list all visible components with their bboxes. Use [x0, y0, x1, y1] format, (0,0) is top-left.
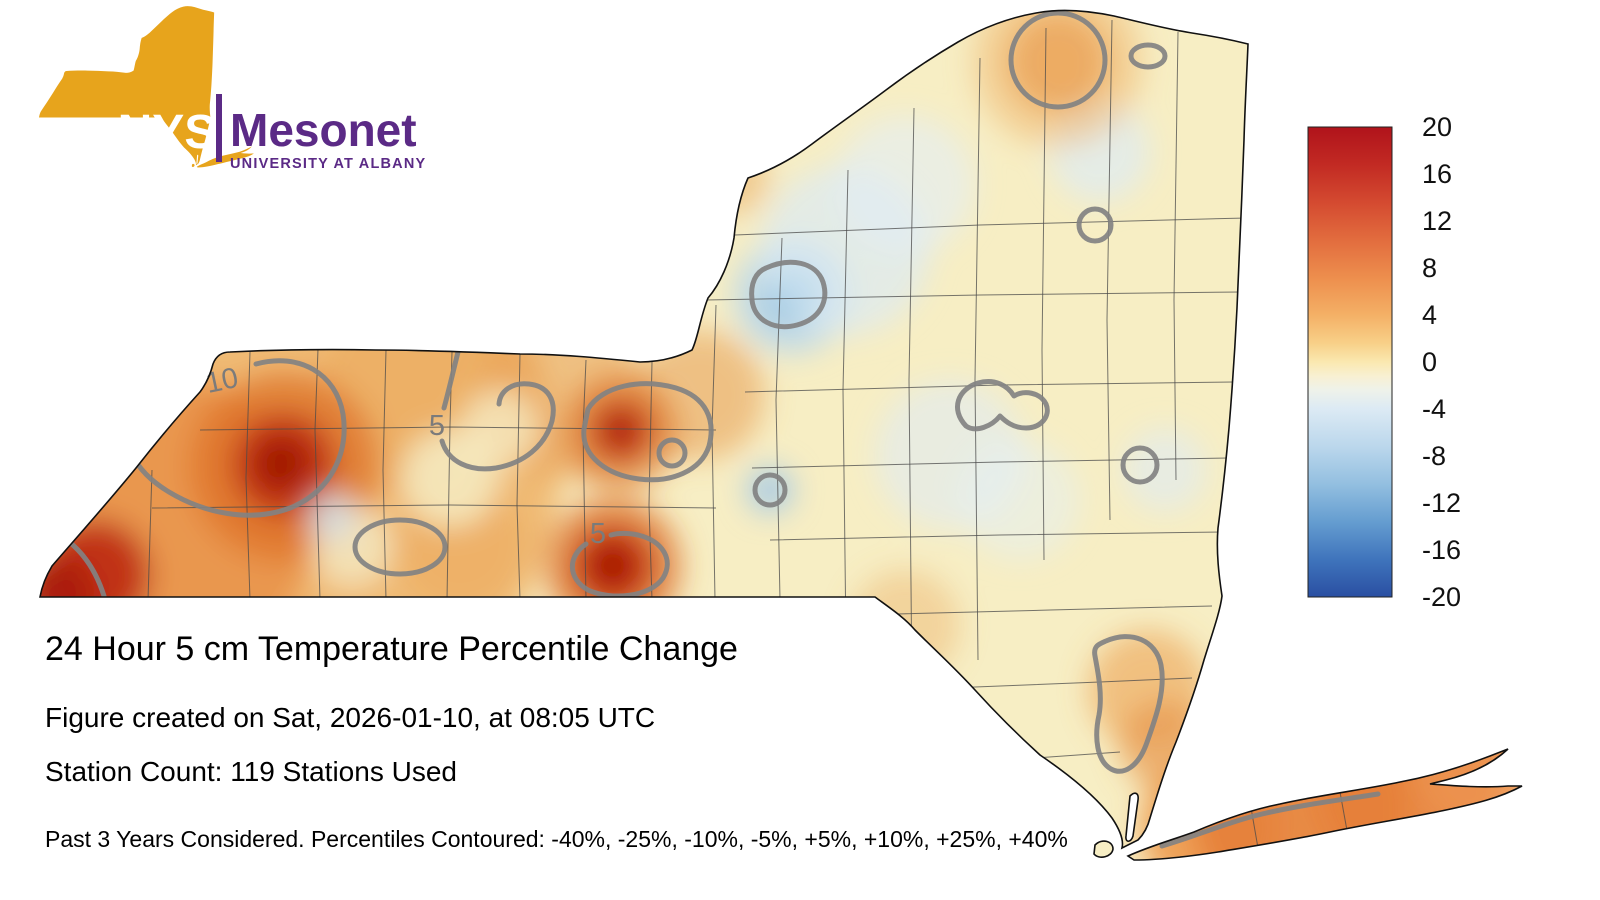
logo-university-text: UNIVERSITY AT ALBANY	[230, 156, 426, 172]
colorbar-tick: -4	[1422, 394, 1446, 424]
colorbar-tick: 4	[1422, 300, 1437, 330]
colorbar-tick: 12	[1422, 206, 1452, 236]
county-boundaries	[147, 19, 1349, 849]
colorbar-tick: 16	[1422, 159, 1452, 189]
logo-divider	[216, 94, 222, 162]
colorbar-tick: 0	[1422, 347, 1437, 377]
colorbar: 20 16 12 8 4 0 -4 -8 -12 -16 -20	[1307, 112, 1461, 612]
contour-label-5b: 5	[590, 518, 606, 550]
contour-label-10: 10	[203, 362, 241, 400]
colorbar-tick: -16	[1422, 535, 1461, 565]
colorbar-tick: -12	[1422, 488, 1461, 518]
figure-title: 24 Hour 5 cm Temperature Percentile Chan…	[45, 630, 738, 668]
colorbar-tick: -20	[1422, 582, 1461, 612]
logo-nys-text: NYS	[118, 106, 217, 159]
figure-created-line: Figure created on Sat, 2026-01-10, at 08…	[45, 702, 656, 733]
colorbar-tick: -8	[1422, 441, 1446, 471]
contour-label-5a: 5	[429, 410, 445, 442]
station-count-line: Station Count: 119 Stations Used	[45, 756, 457, 787]
colorbar-tick: 20	[1422, 112, 1452, 142]
colorbar-tick: 8	[1422, 253, 1437, 283]
nys-mesonet-logo: NYS Mesonet UNIVERSITY AT ALBANY	[39, 6, 426, 172]
logo-mesonet-text: Mesonet	[230, 104, 417, 156]
colorbar-gradient	[1307, 126, 1393, 598]
figure-footnote: Past 3 Years Considered. Percentiles Con…	[45, 826, 1068, 852]
